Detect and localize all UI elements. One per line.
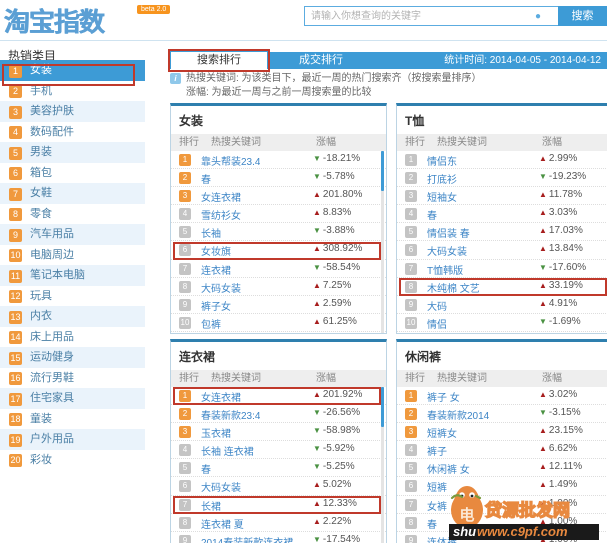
svg-text:shu: shu — [453, 524, 476, 539]
svg-text:www.c9pf.com: www.c9pf.com — [477, 524, 568, 539]
svg-text:贷源批发网: 贷源批发网 — [485, 500, 570, 520]
svg-text:电: 电 — [459, 506, 474, 524]
